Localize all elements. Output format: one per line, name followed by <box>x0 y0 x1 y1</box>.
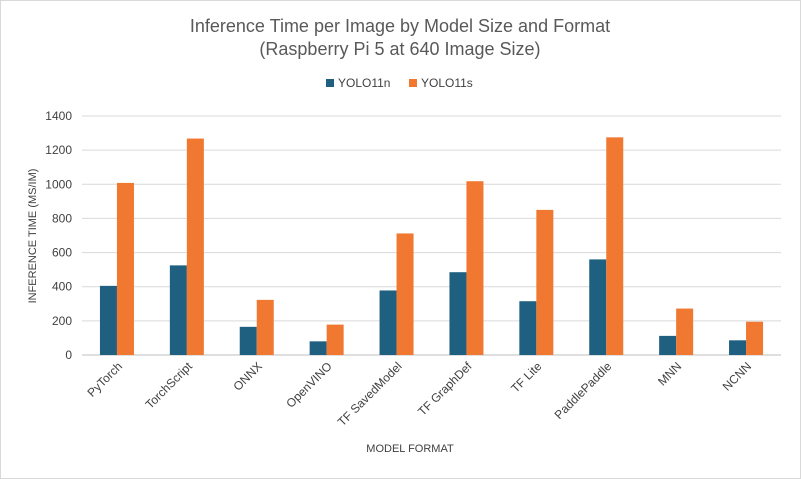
x-tick-label: MNN <box>655 359 684 388</box>
bar-yolo11n-paddlepaddle <box>589 259 607 355</box>
bars <box>99 137 764 355</box>
y-tick-label: 600 <box>52 246 72 260</box>
legend-label-yolo11s: YOLO11s <box>421 76 473 90</box>
x-tick-label: NCNN <box>720 359 754 393</box>
y-tick-label: 1400 <box>45 109 72 123</box>
y-tick-label: 400 <box>52 280 72 294</box>
bar-yolo11n-ncnn <box>729 340 747 355</box>
bar-yolo11s-tf-savedmodel <box>396 233 414 355</box>
x-axis-label: MODEL FORMAT <box>366 443 454 455</box>
bar-yolo11n-tf-graphdef <box>449 272 467 355</box>
legend-label-yolo11n: YOLO11n <box>338 76 390 90</box>
x-tick-label: PaddlePaddle <box>552 359 615 422</box>
bar-yolo11n-torchscript <box>169 265 187 355</box>
x-axis-ticks: PyTorch TorchScript ONNX OpenVINO TF SavedMo… <box>85 359 755 429</box>
bar-yolo11n-onnx <box>239 326 257 355</box>
x-tick-label: TorchScript <box>143 359 196 412</box>
y-tick-label: 0 <box>65 348 72 362</box>
bar-yolo11s-mnn <box>676 308 694 355</box>
x-tick-label: PyTorch <box>85 359 126 400</box>
bar-yolo11n-openvino <box>309 341 327 355</box>
bar-yolo11s-tf-graphdef <box>466 181 484 355</box>
bar-yolo11s-paddlepaddle <box>606 137 624 355</box>
bar-yolo11s-ncnn <box>746 321 764 355</box>
y-tick-label: 200 <box>52 314 72 328</box>
bar-yolo11n-mnn <box>659 335 677 355</box>
bar-yolo11n-tf-savedmodel <box>379 290 397 355</box>
x-tick-label: ONNX <box>230 359 264 393</box>
bar-yolo11s-onnx <box>256 299 274 355</box>
x-tick-label: OpenVINO <box>283 359 334 410</box>
y-tick-label: 1200 <box>45 143 72 157</box>
bar-yolo11s-torchscript <box>186 138 204 355</box>
chart-subtitle: (Raspberry Pi 5 at 640 Image Size) <box>259 39 540 59</box>
legend-swatch-yolo11n <box>326 79 334 87</box>
y-tick-label: 1000 <box>45 177 72 191</box>
x-tick-label: TF SavedModel <box>335 359 405 429</box>
chart-title: Inference Time per Image by Model Size a… <box>190 16 610 36</box>
y-tick-label: 800 <box>52 211 72 225</box>
x-tick-label: TF Lite <box>508 359 545 396</box>
bar-yolo11n-pytorch <box>99 285 117 355</box>
x-tick-label: TF GraphDef <box>415 359 475 419</box>
y-axis-ticks: 0 200 400 600 800 1000 1200 1400 <box>45 109 72 362</box>
bar-yolo11s-tf-lite <box>536 209 554 355</box>
bar-yolo11s-openvino <box>326 324 344 355</box>
y-axis-label: INFERENCE TIME (MS/IM) <box>27 169 39 304</box>
legend: YOLO11n YOLO11s <box>326 76 473 90</box>
bar-yolo11s-pytorch <box>116 182 134 355</box>
legend-swatch-yolo11s <box>409 79 417 87</box>
bar-yolo11n-tf-lite <box>519 301 537 355</box>
